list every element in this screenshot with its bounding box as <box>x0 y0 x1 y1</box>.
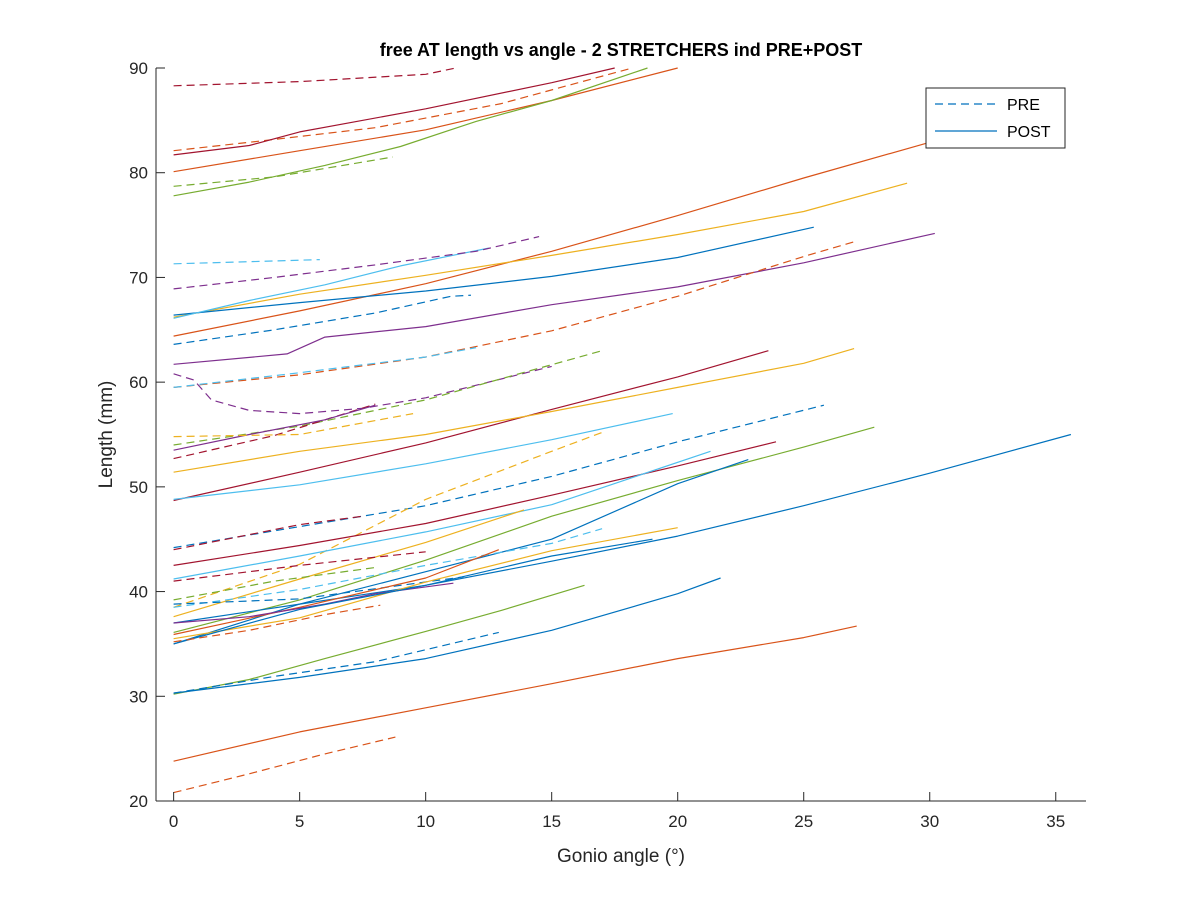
x-tick-label: 15 <box>542 812 561 831</box>
x-tick-label: 25 <box>794 812 813 831</box>
series-line-pre-21 <box>173 413 414 438</box>
series-line-pre-12 <box>173 259 320 265</box>
y-tick-label: 60 <box>129 373 148 392</box>
series-line-post-30 <box>173 459 749 645</box>
series-line-post-27 <box>173 441 777 566</box>
series-line-pre-44 <box>173 631 499 694</box>
x-tick-label: 0 <box>169 812 178 831</box>
series-line-post-41 <box>173 433 1072 645</box>
legend-label-pre: PRE <box>1007 97 1040 114</box>
series-line-pre-35 <box>173 528 603 608</box>
y-axis-label: Length (mm) <box>96 381 117 489</box>
series-line-post-10 <box>173 232 935 365</box>
series-line-post-38 <box>173 549 500 636</box>
series-layer <box>173 67 1072 794</box>
series-line-post-9 <box>173 226 814 316</box>
series-line-post-29 <box>173 450 711 580</box>
plot-area <box>156 68 1086 801</box>
series-line-pre-36 <box>173 576 464 605</box>
y-ticks: 20 30 40 50 60 70 80 90 <box>129 59 165 811</box>
series-line-pre-31 <box>173 515 363 551</box>
series-line-pre-47 <box>173 736 396 794</box>
series-line-pre-5 <box>173 156 393 187</box>
axes <box>155 68 1086 802</box>
legend: PRE POST <box>925 87 1066 149</box>
series-line-pre-15 <box>173 294 472 345</box>
x-tick-label: 10 <box>416 812 435 831</box>
series-line-pre-13 <box>173 236 540 290</box>
x-tick-label: 20 <box>668 812 687 831</box>
series-line-post-24 <box>173 413 673 500</box>
y-tick-label: 50 <box>129 478 148 497</box>
x-ticks: 0 5 10 15 20 25 30 35 <box>169 792 1065 831</box>
series-line-post-45 <box>173 577 721 694</box>
series-line-post-23 <box>173 348 855 473</box>
y-tick-label: 40 <box>129 583 148 602</box>
series-line-pre-17 <box>173 365 552 415</box>
y-tick-label: 90 <box>129 59 148 78</box>
y-tick-label: 70 <box>129 268 148 287</box>
y-tick-label: 80 <box>129 164 148 183</box>
series-line-pre-34 <box>173 566 376 601</box>
legend-label-post: POST <box>1007 124 1051 141</box>
series-line-post-32 <box>173 509 525 618</box>
y-tick-label: 30 <box>129 687 148 706</box>
series-line-post-39 <box>173 527 678 640</box>
series-line-post-8 <box>173 182 908 318</box>
series-line-post-20 <box>173 404 376 451</box>
series-line-post-43 <box>173 584 585 695</box>
series-line-pre-16 <box>173 347 477 388</box>
series-line-post-4 <box>173 67 678 173</box>
x-axis-label: Gonio angle (°) <box>557 846 685 867</box>
series-line-pre-33 <box>173 551 426 582</box>
series-line-post-46 <box>173 625 857 762</box>
series-line-post-11 <box>173 247 489 319</box>
x-tick-label: 5 <box>295 812 304 831</box>
x-tick-label: 35 <box>1046 812 1065 831</box>
series-line-pre-14 <box>173 241 855 388</box>
series-line-post-6 <box>173 67 648 197</box>
series-line-pre-25 <box>173 404 825 549</box>
legend-box <box>925 87 1066 149</box>
series-line-post-3 <box>173 67 615 156</box>
series-line-pre-26 <box>173 431 603 608</box>
series-line-post-7 <box>173 128 976 337</box>
series-line-post-28 <box>173 426 875 633</box>
series-line-pre-1 <box>173 67 457 87</box>
series-line-post-22 <box>173 350 769 502</box>
y-tick-label: 20 <box>129 792 148 811</box>
x-tick-label: 30 <box>920 812 939 831</box>
chart-title: free AT length vs angle - 2 STRETCHERS i… <box>380 40 863 60</box>
